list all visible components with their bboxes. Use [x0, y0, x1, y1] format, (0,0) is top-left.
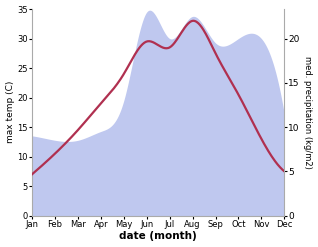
- Y-axis label: med. precipitation (kg/m2): med. precipitation (kg/m2): [303, 56, 313, 169]
- Y-axis label: max temp (C): max temp (C): [5, 81, 15, 144]
- X-axis label: date (month): date (month): [119, 231, 197, 242]
